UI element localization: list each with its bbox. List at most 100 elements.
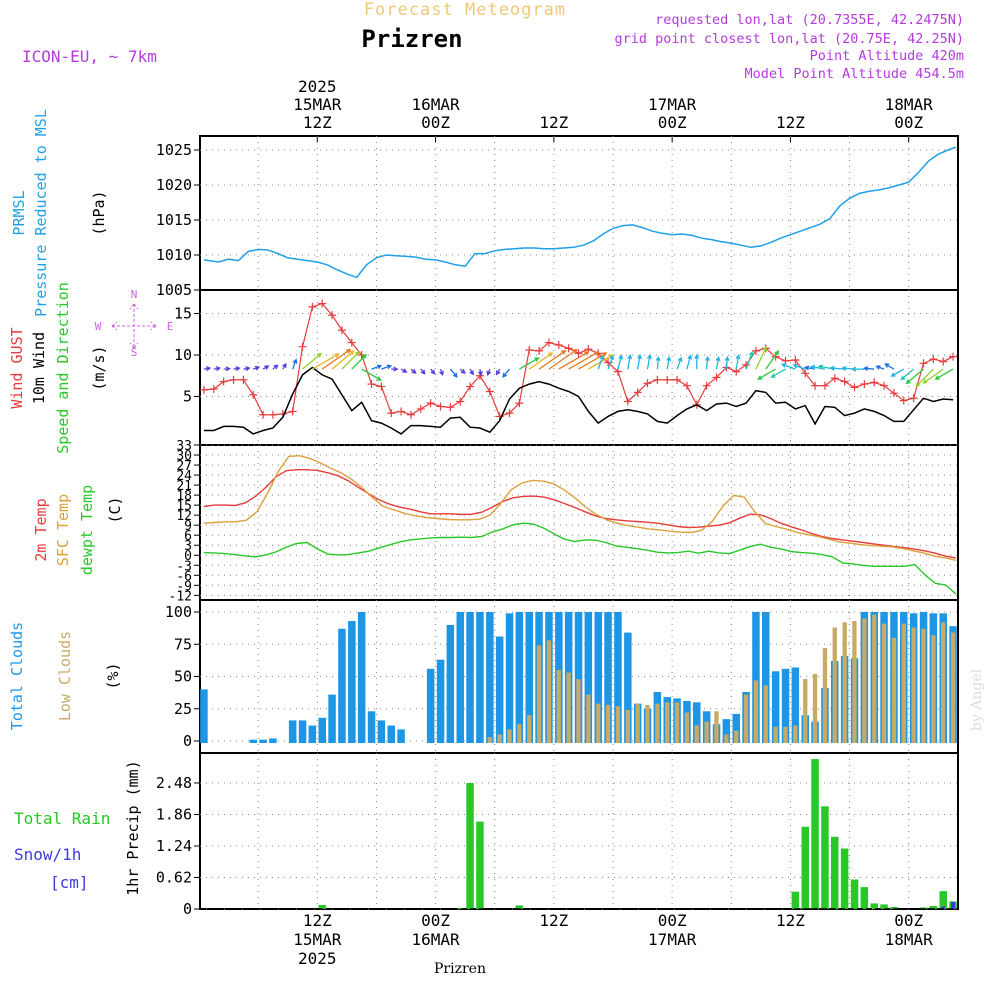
wind-direction-arrow — [735, 353, 741, 370]
dewpoint-line — [203, 522, 957, 595]
gust-marker — [347, 338, 356, 347]
gust-marker — [239, 375, 248, 384]
temperature-panel-frame — [199, 444, 959, 601]
total-cloud-bar — [298, 720, 307, 743]
wind-direction-arrow — [694, 353, 700, 370]
credit-watermark-wrap: by Angel — [969, 668, 985, 731]
temperature-ytick-label: -6 — [176, 569, 192, 584]
clouds-label-low-wrap: Low Clouds — [56, 631, 74, 721]
total-cloud-bar — [338, 628, 346, 743]
gust-marker — [811, 381, 820, 390]
total-cloud-bar — [693, 702, 701, 743]
wind-direction-arrow — [548, 348, 578, 370]
low-cloud-bar — [714, 711, 719, 743]
gust-marker — [466, 382, 475, 391]
wind-direction-arrow — [915, 368, 934, 388]
total-cloud-bar — [624, 632, 632, 743]
wind-direction-arrow — [617, 354, 624, 370]
model-label: ICON-EU, ~ 7km — [22, 47, 157, 66]
gust-marker — [456, 397, 465, 406]
wind-direction-arrow — [686, 354, 693, 370]
gust-marker — [219, 377, 228, 386]
wind-direction-arrow — [341, 351, 360, 370]
snow-bar — [941, 906, 946, 909]
gust-marker — [446, 403, 455, 412]
top-time-label: 00Z — [658, 113, 687, 132]
wind-direction-arrow — [233, 366, 241, 372]
top-time-label: 2025 — [298, 77, 337, 96]
total-cloud-bar — [446, 624, 455, 743]
low-cloud-bar — [517, 724, 522, 743]
gust-marker — [889, 389, 898, 398]
low-cloud-bar — [655, 703, 660, 743]
wind-direction-arrow — [792, 363, 806, 370]
gust-marker — [515, 399, 524, 408]
wind-direction-arrow — [331, 350, 355, 370]
low-cloud-bar — [576, 679, 581, 743]
gust-marker — [564, 344, 573, 353]
pressure-ytick-label: 1025 — [156, 141, 192, 159]
precip-label-cm: [cm] — [50, 873, 89, 892]
low-cloud-bar — [763, 685, 768, 743]
rain-bar — [801, 826, 809, 909]
temperature-ytick-label: 15 — [176, 499, 192, 514]
wind-direction-arrow — [809, 364, 826, 370]
wind-direction-arrow — [312, 353, 340, 370]
low-cloud-bar — [753, 680, 759, 743]
pressure-ytick-label: 1020 — [156, 176, 192, 194]
total-cloud-bar — [584, 612, 593, 743]
wind-ytick-label: 10 — [174, 346, 192, 364]
wind-direction-arrow — [459, 368, 466, 374]
low-cloud-bar — [507, 729, 512, 743]
wind-direction-arrow — [757, 368, 776, 380]
gust-marker — [712, 373, 721, 382]
gust-marker — [485, 387, 494, 396]
low-cloud-bar — [556, 670, 561, 743]
temp-label-dewpt-wrap: dewpt Temp — [78, 485, 96, 575]
wind-direction-arrow — [213, 366, 222, 372]
temperature-ytick-label: 0 — [184, 549, 192, 564]
temperature-ytick-label: 9 — [184, 519, 192, 534]
rain-bar — [831, 836, 839, 909]
low-cloud-bar — [586, 694, 591, 743]
bottom-time-label: 17MAR — [648, 930, 697, 949]
total-cloud-bar — [308, 725, 317, 743]
gust-marker — [791, 355, 800, 364]
gust-marker — [751, 346, 760, 355]
total-cloud-bar — [318, 717, 326, 743]
location-name: Prizren — [361, 25, 462, 53]
wind-direction-arrow — [627, 353, 633, 370]
compass-south: S — [131, 346, 138, 359]
wind-direction-arrow — [538, 350, 567, 370]
rain-bar — [850, 879, 859, 909]
gust-marker — [308, 302, 317, 311]
wind-direction-arrow — [676, 356, 683, 370]
low-cloud-bar — [487, 737, 492, 743]
wind-direction-arrow — [430, 368, 436, 375]
wind-direction-arrow — [282, 362, 287, 370]
pressure-panel-frame — [199, 135, 959, 291]
gust-marker — [653, 375, 662, 384]
clouds-ytick-label: 25 — [174, 700, 192, 718]
grid-point-coords: grid point closest lon,lat (20.75E, 42.2… — [615, 31, 965, 47]
bottom-time-label: 12Z — [303, 911, 332, 930]
wind-direction-arrow — [223, 366, 231, 372]
low-cloud-bar — [635, 703, 640, 743]
clouds-label-unit: (%) — [104, 662, 122, 689]
low-cloud-bar — [901, 623, 906, 743]
total-cloud-bar — [486, 612, 494, 743]
gust-marker — [919, 359, 928, 368]
rain-bar — [840, 848, 849, 909]
wind-direction-arrow — [765, 349, 780, 370]
gust-marker — [682, 381, 691, 390]
low-cloud-bar — [793, 725, 798, 743]
gust-marker — [840, 377, 849, 386]
wind-direction-arrow — [568, 351, 600, 370]
temperature-ytick-label: 12 — [176, 509, 192, 524]
total-cloud-bar — [722, 719, 731, 743]
pressure-label-desc-wrap: Pressure Reduced to MSL — [32, 109, 50, 317]
wind-direction-arrow — [486, 368, 492, 376]
compass-west: W — [95, 320, 102, 333]
